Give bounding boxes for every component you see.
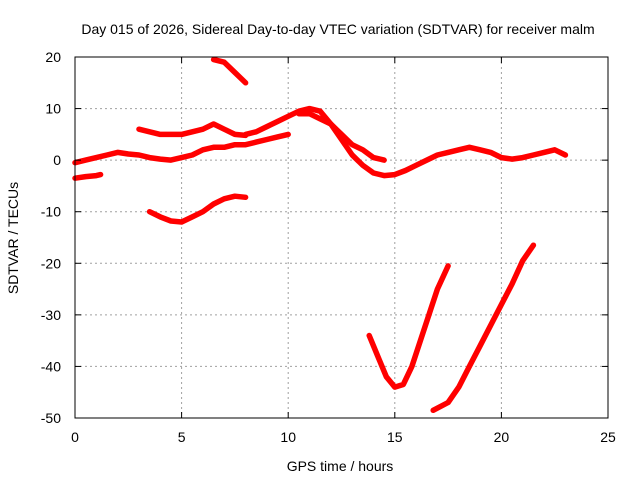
- series-trace-3: [136, 121, 249, 139]
- x-tick-label: 15: [387, 429, 403, 445]
- series-trace-6: [242, 105, 569, 179]
- y-tick-label: -10: [41, 204, 61, 220]
- series-trace-7: [296, 110, 387, 163]
- series-trace-5: [210, 56, 249, 86]
- series-trace-8: [366, 263, 451, 390]
- series-trace-9: [430, 242, 537, 414]
- plot-frame: [74, 56, 609, 419]
- y-tick-label: -50: [41, 410, 61, 426]
- series-trace-4: [146, 193, 249, 225]
- y-tick-label: 10: [45, 101, 61, 117]
- chart-title: Day 015 of 2026, Sidereal Day-to-day VTE…: [81, 21, 594, 37]
- series-layer: [72, 56, 569, 414]
- x-tick-label: 10: [280, 429, 296, 445]
- y-tick-label: 20: [45, 49, 61, 65]
- y-tick-label: 0: [53, 152, 61, 168]
- grid: [75, 57, 608, 418]
- tick-labels: 0 5 10 15 20 25 20 10 0 -10 -20 -30 -40 -50: [41, 49, 616, 445]
- y-tick-label: -30: [41, 307, 61, 323]
- x-tick-label: 5: [178, 429, 186, 445]
- series-trace-1: [72, 131, 291, 166]
- x-tick-label: 0: [71, 429, 79, 445]
- series-trace-2: [72, 171, 104, 181]
- y-tick-label: -20: [41, 255, 61, 271]
- x-axis-label: GPS time / hours: [287, 458, 394, 474]
- x-tick-label: 20: [494, 429, 510, 445]
- y-tick-label: -40: [41, 358, 61, 374]
- x-tick-label: 25: [600, 429, 616, 445]
- y-axis-label: SDTVAR / TECUs: [5, 182, 21, 294]
